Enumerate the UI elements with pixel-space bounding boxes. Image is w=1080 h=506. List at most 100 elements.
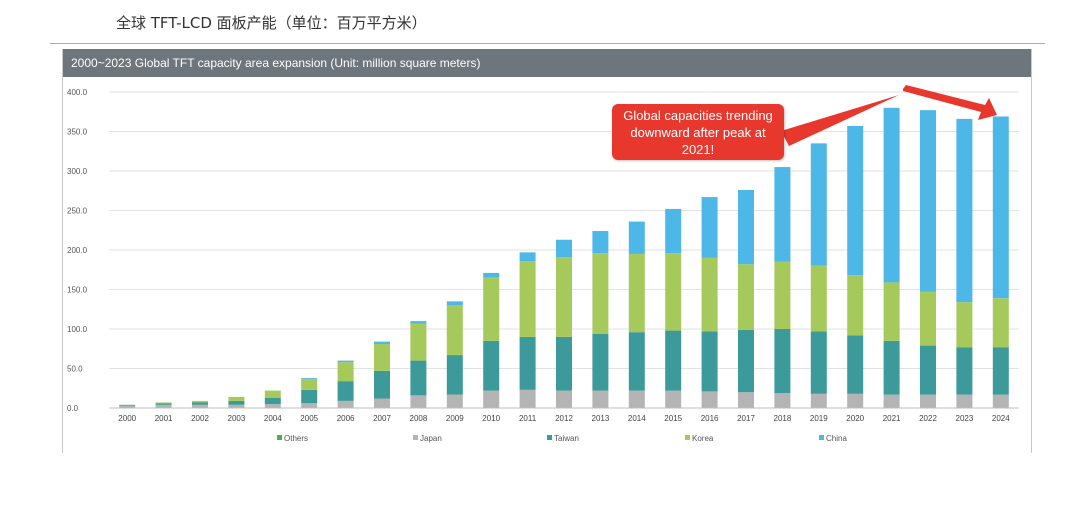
bar-segment: [920, 291, 936, 346]
bar-segment: [483, 340, 500, 391]
x-tick-label: 2000: [118, 414, 136, 423]
bar-segment: [556, 239, 572, 258]
bar-segment: [410, 395, 427, 408]
bar-segment: [847, 335, 864, 394]
bar-segment: [337, 381, 354, 401]
bar-segment: [592, 231, 609, 254]
bar-segment: [301, 378, 318, 390]
bar-segment: [155, 403, 172, 405]
legend-label: Japan: [420, 434, 442, 443]
bar-segment: [992, 347, 1009, 395]
bar-segment: [883, 107, 900, 283]
bar-segment: [956, 302, 973, 348]
bar-segment: [556, 390, 572, 408]
legend-swatch: [547, 435, 552, 440]
bar-segment: [519, 252, 536, 262]
bar-segment: [228, 404, 245, 408]
bar-segment: [628, 221, 645, 254]
bar-segment: [956, 394, 973, 408]
legend-label: Korea: [692, 434, 714, 443]
bar-segment: [337, 400, 354, 408]
axis-layer: 0.0 50.0 100.0 150.0 200.0 250.0 300.0 350.0 400…: [67, 88, 1019, 423]
bar-segment: [483, 272, 500, 278]
y-tick-label: 200.0: [67, 246, 88, 255]
bar-segment: [155, 404, 172, 408]
trend-arrow: [903, 85, 997, 120]
bar-segment: [374, 341, 390, 345]
bar-segment: [337, 362, 354, 382]
x-tick-label: 2021: [883, 414, 901, 423]
bar-segment: [665, 390, 682, 408]
bar-segment: [119, 404, 136, 406]
bar-segment: [920, 394, 936, 408]
legend-swatch: [413, 435, 418, 440]
x-tick-label: 2015: [664, 414, 682, 423]
bar-segment: [920, 110, 936, 292]
bar-segment: [738, 392, 754, 408]
bar-segment: [628, 253, 645, 333]
bar-segment: [301, 377, 318, 379]
bar-segment: [701, 197, 718, 258]
bar-segment: [192, 400, 208, 403]
x-tick-label: 2001: [155, 414, 173, 423]
y-tick-label: 0.0: [67, 404, 79, 413]
bar-segment: [956, 118, 973, 303]
y-tick-label: 50.0: [67, 365, 83, 374]
bar-segment: [483, 390, 500, 408]
bar-segment: [192, 404, 208, 408]
legend-label: Others: [284, 434, 308, 443]
bar-segment: [810, 331, 827, 394]
y-tick-label: 350.0: [67, 128, 88, 137]
bar-segment: [264, 390, 281, 398]
bars-layer: [119, 107, 1009, 408]
x-tick-label: 2019: [810, 414, 828, 423]
annotation-text: Global capacities trending downward afte…: [623, 107, 773, 157]
legend-label: Taiwan: [554, 434, 579, 443]
bar-segment: [738, 329, 754, 393]
bar-segment: [556, 257, 572, 337]
bar-segment: [556, 336, 572, 391]
bar-segment: [301, 403, 318, 408]
bar-segment: [374, 398, 390, 408]
bar-segment: [992, 116, 1009, 299]
bar-segment: [665, 208, 682, 254]
chart-svg: 0.0 50.0 100.0 150.0 200.0 250.0 300.0 350.0 400…: [67, 85, 1019, 443]
x-tick-label: 2003: [228, 414, 246, 423]
bar-segment: [810, 393, 827, 408]
bar-segment: [410, 323, 427, 361]
bar-segment: [992, 394, 1009, 408]
bar-segment: [592, 333, 609, 391]
x-tick-label: 2012: [555, 414, 573, 423]
bar-segment: [701, 391, 718, 408]
title-divider: [50, 43, 1045, 44]
bar-segment: [956, 347, 973, 395]
x-tick-label: 2010: [482, 414, 500, 423]
bar-segment: [774, 392, 791, 408]
bar-segment: [410, 321, 427, 324]
bar-segment: [810, 143, 827, 266]
legend-swatch: [819, 435, 824, 440]
bar-segment: [519, 389, 536, 408]
bar-segment: [446, 301, 463, 306]
bar-segment: [264, 404, 281, 408]
x-tick-label: 2023: [956, 414, 974, 423]
bar-segment: [337, 360, 354, 363]
x-tick-label: 2018: [774, 414, 792, 423]
bar-segment: [920, 345, 936, 395]
page-title: 全球 TFT-LCD 面板产能（单位：百万平方米）: [116, 14, 427, 32]
y-tick-label: 150.0: [67, 286, 88, 295]
x-tick-label: 2020: [846, 414, 864, 423]
bar-segment: [665, 253, 682, 331]
legend-layer: Others Japan Taiwan Korea China: [277, 434, 847, 443]
bar-segment: [774, 167, 791, 262]
bar-segment: [701, 331, 718, 392]
chart-panel: 0.0 50.0 100.0 150.0 200.0 250.0 300.0 350.0 400…: [62, 49, 1032, 453]
annotation-arrow-layer: [781, 85, 997, 146]
y-tick-label: 100.0: [67, 325, 88, 334]
x-tick-label: 2017: [737, 414, 755, 423]
y-tick-label: 250.0: [67, 207, 88, 216]
bar-segment: [446, 305, 463, 356]
bar-segment: [119, 405, 136, 408]
x-tick-label: 2009: [446, 414, 464, 423]
bar-segment: [992, 298, 1009, 348]
